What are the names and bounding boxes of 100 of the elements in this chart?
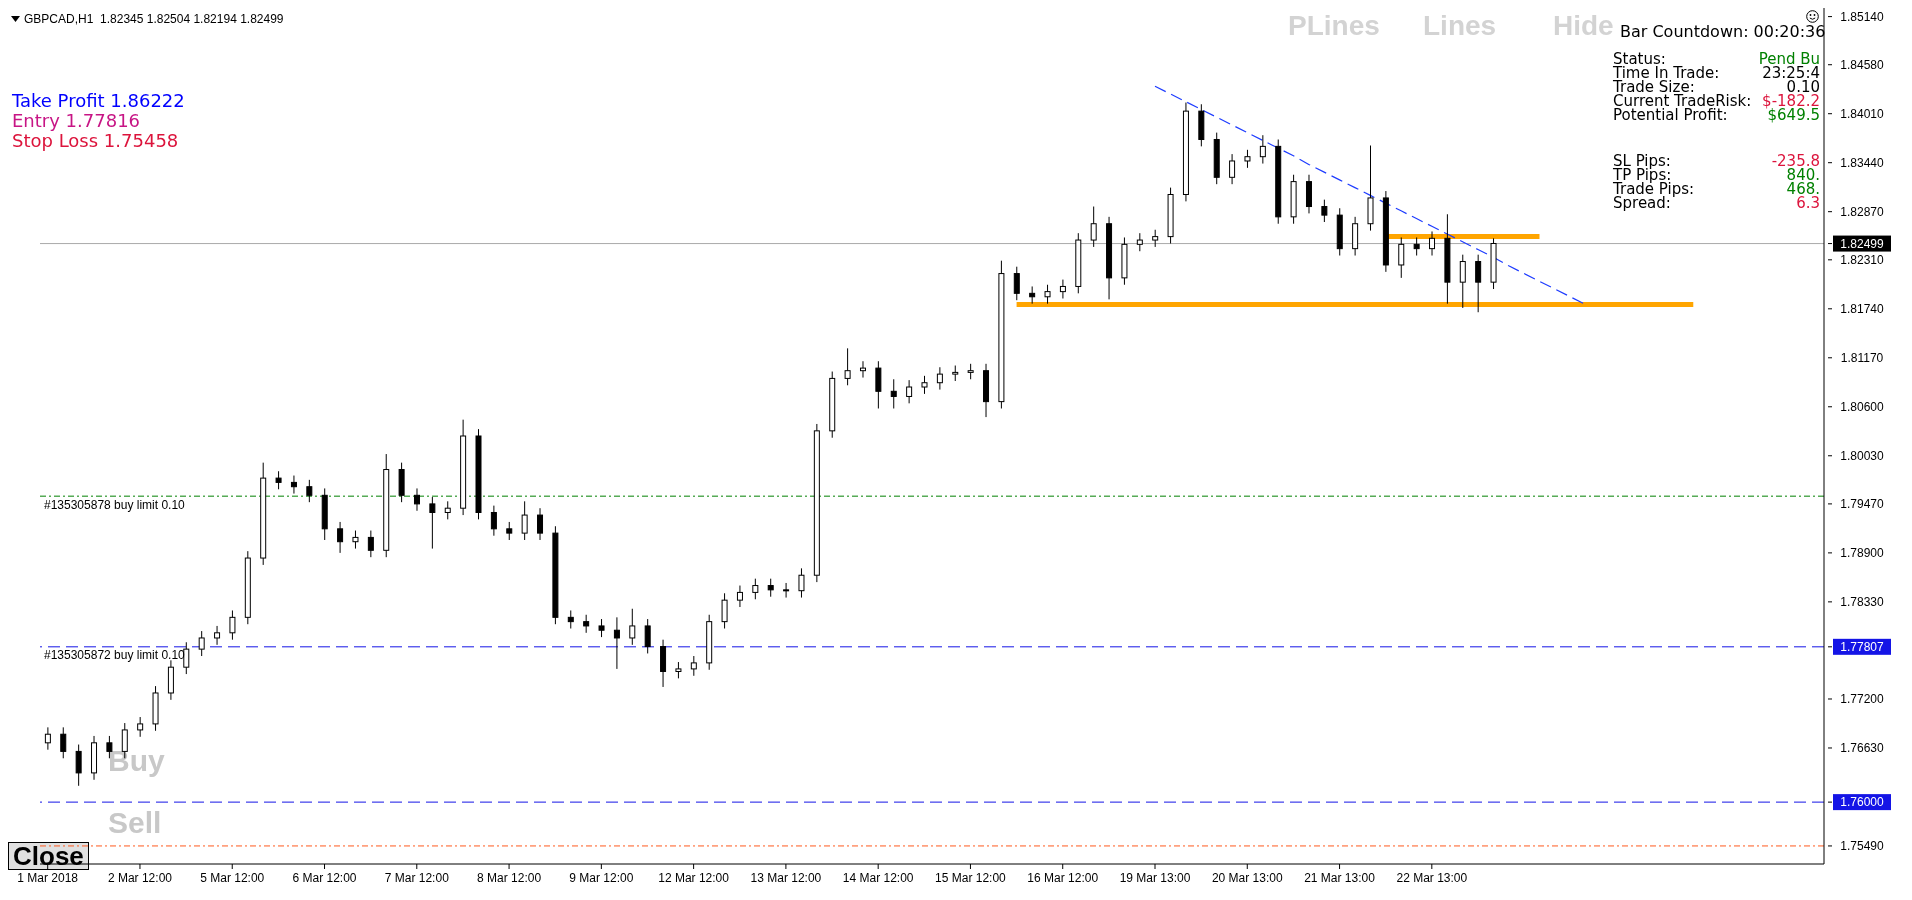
- candlestick: [367, 530, 374, 558]
- y-tick-label: 1.80030: [1840, 448, 1885, 463]
- candlestick: [1475, 254, 1482, 313]
- y-tick-label: 1.78900: [1840, 545, 1885, 560]
- candlestick: [413, 487, 420, 512]
- candlestick: [767, 578, 774, 598]
- x-tick-label: 21 Mar 13:00: [1304, 871, 1376, 885]
- candlestick: [444, 500, 451, 520]
- candlestick: [936, 366, 943, 391]
- y-tick-label: 1.82870: [1840, 204, 1885, 219]
- x-tick-label: 7 Mar 12:00: [384, 871, 450, 885]
- candlestick: [752, 578, 759, 600]
- candlestick: [721, 592, 728, 630]
- candlestick: [1044, 284, 1051, 305]
- candlestick: [798, 567, 805, 599]
- candlestick: [521, 500, 528, 541]
- chart-title: GBPCAD,H1 1.82345 1.82504 1.82194 1.82499: [24, 12, 284, 26]
- candlestick: [60, 726, 67, 759]
- candlestick: [44, 726, 51, 751]
- candlestick: [598, 618, 605, 638]
- x-tick-label: 12 Mar 12:00: [658, 871, 730, 885]
- candlestick: [613, 616, 620, 670]
- candlestick: [1090, 206, 1097, 248]
- x-tick-label: 15 Mar 12:00: [935, 871, 1007, 885]
- candlestick: [1229, 153, 1236, 185]
- candlestick: [490, 505, 497, 537]
- y-tick-label: 1.77200: [1840, 691, 1885, 706]
- candlestick: [1398, 236, 1405, 279]
- y-tick-label: 1.84010: [1840, 106, 1885, 121]
- candlestick: [290, 475, 297, 495]
- x-tick-label: 1 Mar 2018: [17, 871, 79, 885]
- candlestick: [1244, 149, 1251, 169]
- candlestick: [690, 655, 697, 677]
- candlestick: [644, 618, 651, 654]
- candlestick: [229, 609, 236, 641]
- x-tick-label: 19 Mar 13:00: [1119, 871, 1191, 885]
- y-tick-label: 1.82499: [1840, 236, 1885, 251]
- candlestick: [198, 630, 205, 657]
- candlestick: [1413, 236, 1420, 257]
- candlestick: [844, 347, 851, 386]
- y-tick-label: 1.80600: [1840, 399, 1885, 414]
- candlestick: [783, 582, 790, 599]
- y-tick-label: 1.75490: [1840, 838, 1885, 853]
- x-tick-label: 6 Mar 12:00: [292, 871, 357, 885]
- candlestick: [1059, 279, 1066, 299]
- candlestick: [275, 470, 282, 490]
- y-tick-label: 1.82310: [1840, 252, 1885, 267]
- y-tick-label: 1.83440: [1840, 155, 1885, 170]
- y-tick-label: 1.81740: [1840, 301, 1885, 316]
- annotation: 6.3: [1796, 194, 1820, 212]
- x-tick-label: 16 Mar 12:00: [1027, 871, 1099, 885]
- candlestick: [921, 375, 928, 395]
- y-tick-label: 1.79470: [1840, 496, 1885, 511]
- candlestick: [1259, 134, 1266, 165]
- candlestick: [736, 585, 743, 608]
- candlestick: [567, 609, 574, 630]
- candlestick: [1136, 232, 1143, 252]
- candlestick: [183, 641, 190, 675]
- candlestick: [306, 479, 313, 503]
- y-tick-label: 1.77807: [1840, 639, 1885, 654]
- annotation: Entry 1.77816: [12, 110, 141, 131]
- candlestick: [337, 521, 344, 554]
- annotation: Close: [8, 841, 89, 871]
- candlestick: [429, 496, 436, 550]
- y-tick-label: 1.84580: [1840, 57, 1885, 72]
- candlestick: [214, 625, 221, 646]
- candlestick: [875, 360, 882, 409]
- x-tick-label: 14 Mar 12:00: [842, 871, 914, 885]
- y-tick-label: 1.85140: [1840, 9, 1885, 24]
- x-tick-label: 22 Mar 13:00: [1396, 871, 1468, 885]
- candlestick: [537, 507, 544, 541]
- candlestick: [859, 360, 866, 379]
- candlestick: [352, 530, 359, 550]
- annotation: Stop Loss 1.75458: [12, 130, 179, 151]
- candlestick: [506, 521, 513, 541]
- x-tick-label: 2 Mar 12:00: [107, 871, 173, 885]
- annotation: Bar Countdown: 00:20:36: [1620, 22, 1826, 41]
- candlestick: [583, 614, 590, 634]
- y-tick-label: 1.78330: [1840, 594, 1885, 609]
- x-tick-label: 9 Mar 12:00: [569, 871, 634, 885]
- candlestick: [906, 379, 913, 404]
- annotation: Spread:: [1613, 194, 1671, 212]
- y-tick-label: 1.76000: [1840, 795, 1885, 810]
- annotation: Take Profit 1.86222: [12, 90, 185, 111]
- y-tick-label: 1.76630: [1840, 740, 1885, 755]
- candlestick: [629, 608, 636, 646]
- candlestick: [890, 378, 897, 409]
- candlestick: [1459, 254, 1466, 309]
- x-tick-label: 13 Mar 12:00: [750, 871, 822, 885]
- x-tick-label: 5 Mar 12:00: [200, 871, 265, 885]
- x-tick-label: 8 Mar 12:00: [477, 871, 542, 885]
- y-tick-label: 1.81170: [1840, 350, 1884, 365]
- ref-line-label: #135305878 buy limit 0.10: [44, 497, 186, 512]
- annotation: Potential Profit:: [1613, 106, 1728, 124]
- candlestick: [1321, 199, 1328, 223]
- candlestick: [1429, 230, 1436, 257]
- candlestick: [1013, 266, 1020, 301]
- candlestick: [75, 744, 82, 787]
- x-tick-label: 20 Mar 13:00: [1211, 871, 1283, 885]
- candlestick: [137, 716, 144, 738]
